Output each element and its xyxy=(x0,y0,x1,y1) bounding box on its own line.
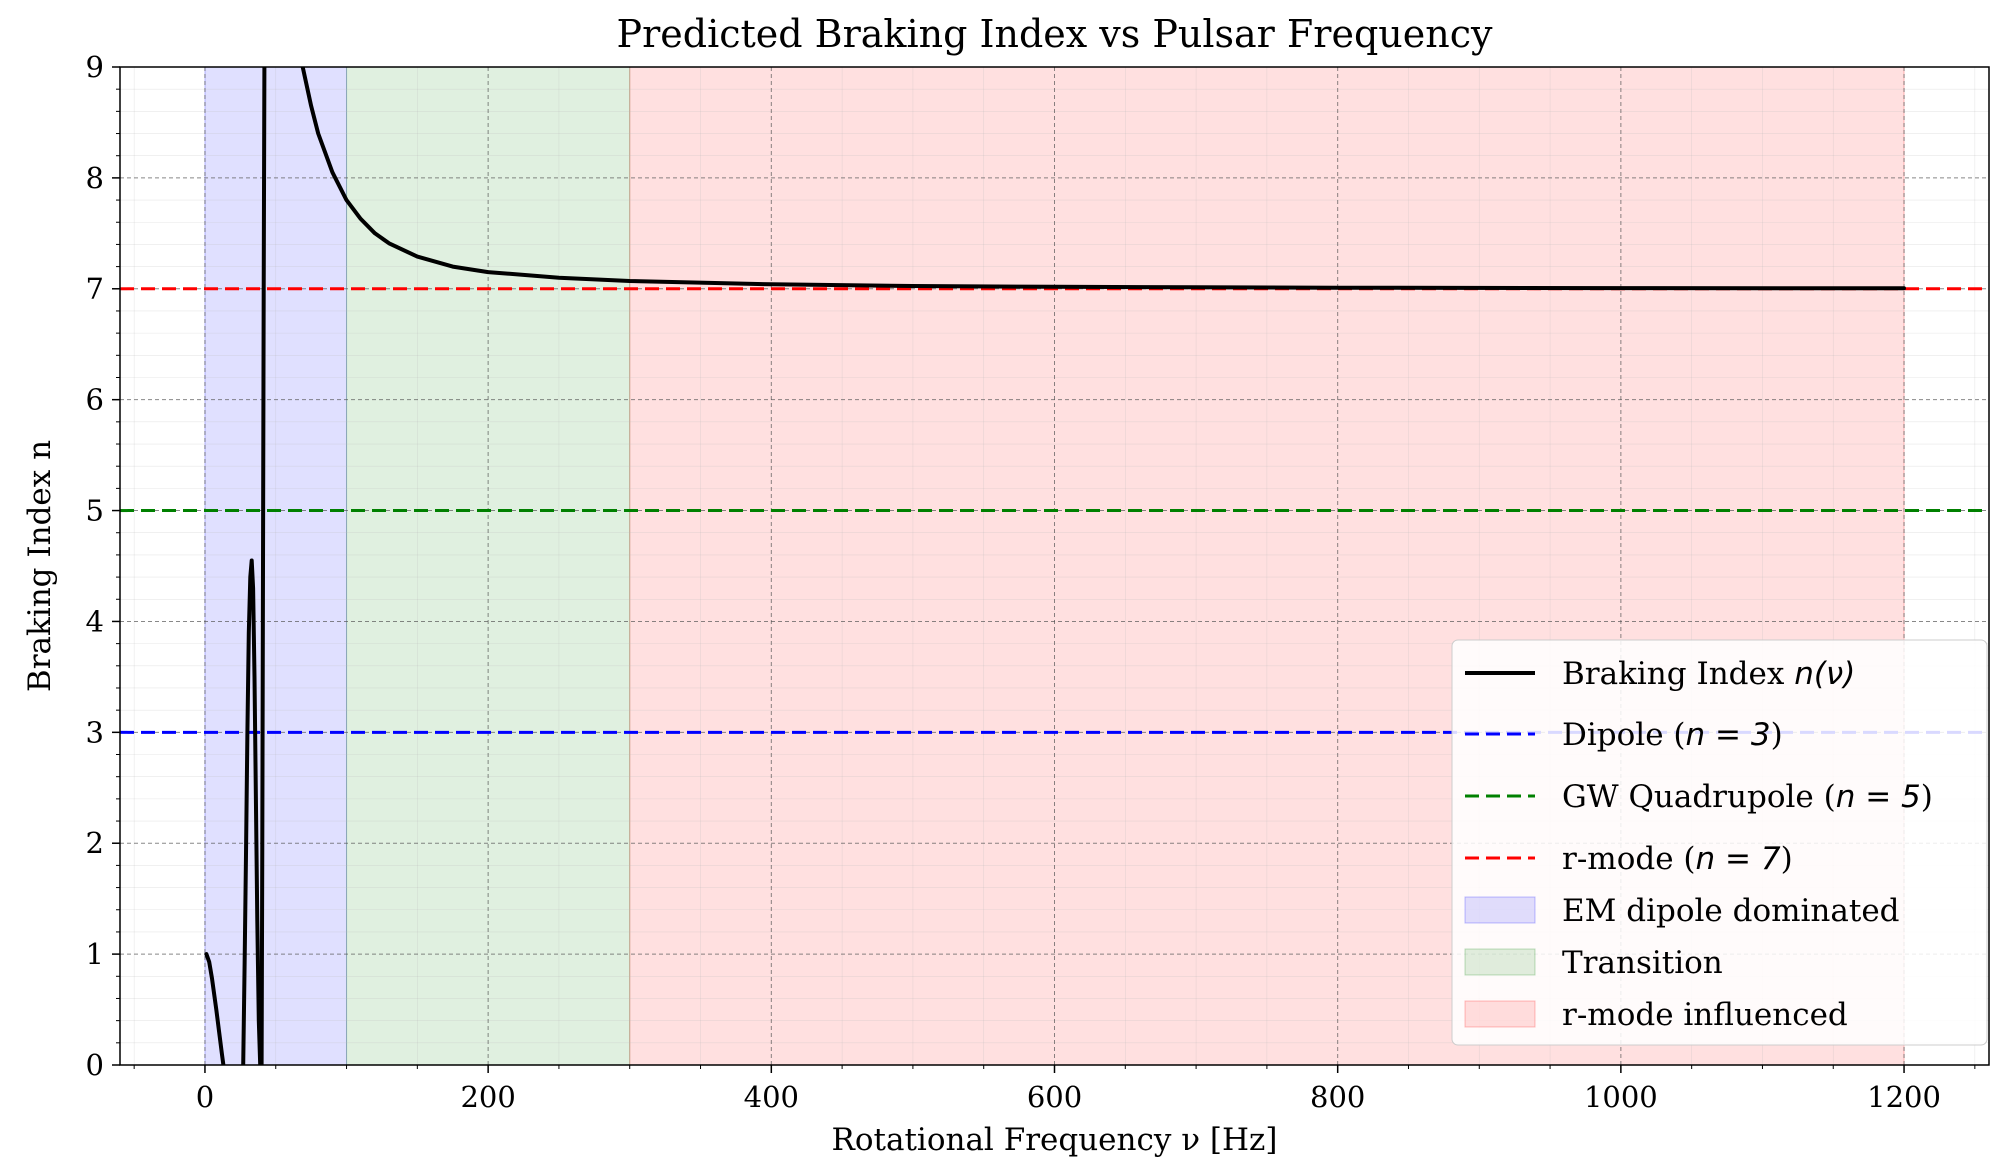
series-line-segment-1 xyxy=(204,952,226,1065)
x-tick-label: 800 xyxy=(1310,1080,1365,1114)
legend-swatch-patch xyxy=(1464,1000,1536,1028)
x-tick-label: 1200 xyxy=(1867,1080,1941,1114)
legend-label: r-mode (n = 7) xyxy=(1562,841,1793,877)
x-axis-title: Rotational Frequency ν [Hz] xyxy=(832,1122,1278,1157)
y-tick-label: 2 xyxy=(86,826,104,860)
x-tick-label: 0 xyxy=(196,1080,214,1114)
y-tick-label: 9 xyxy=(86,50,104,84)
series-line-segment-4 xyxy=(300,67,1906,291)
x-tick-label: 200 xyxy=(460,1080,515,1114)
legend-label: Dipole (n = 3) xyxy=(1562,717,1783,753)
y-tick-label: 8 xyxy=(86,161,104,195)
series-line-segment-2 xyxy=(241,558,264,1065)
legend-label: Transition xyxy=(1562,945,1723,981)
legend-label: EM dipole dominated xyxy=(1562,893,1900,929)
legend-swatch-patch xyxy=(1464,948,1536,976)
y-tick-label: 1 xyxy=(86,937,104,971)
y-tick-label: 3 xyxy=(86,715,104,749)
legend-swatch-patch xyxy=(1464,896,1536,924)
region-em-dipole-dominated xyxy=(204,66,348,1066)
series-line-segment-3 xyxy=(259,67,267,1065)
y-tick-label: 4 xyxy=(86,604,104,638)
legend-box xyxy=(1451,639,1988,1046)
legend-label: GW Quadrupole (n = 5) xyxy=(1562,779,1933,815)
x-tick-label: 400 xyxy=(744,1080,799,1114)
x-tick-label: 600 xyxy=(1027,1080,1082,1114)
legend-label: Braking Index n(ν) xyxy=(1562,656,1855,692)
series-lines xyxy=(204,67,1906,1065)
y-tick-label: 5 xyxy=(86,494,104,528)
y-tick-label: 7 xyxy=(86,272,104,306)
axis-ticks: 0 200 400 600 800 1000 1200 0 1 2 3 4 5 6 7 8 9 xyxy=(86,50,1976,1114)
legend: Braking Index n(ν) Dipole (n = 3) GW Quadr… xyxy=(1451,639,1988,1046)
legend-label: r-mode influenced xyxy=(1562,997,1848,1033)
x-tick-label: 1000 xyxy=(1584,1080,1658,1114)
y-tick-label: 6 xyxy=(86,383,104,417)
chart-title: Predicted Braking Index vs Pulsar Freque… xyxy=(617,12,1493,56)
y-axis-title: Braking Index n xyxy=(22,440,58,692)
y-tick-label: 0 xyxy=(86,1048,104,1082)
